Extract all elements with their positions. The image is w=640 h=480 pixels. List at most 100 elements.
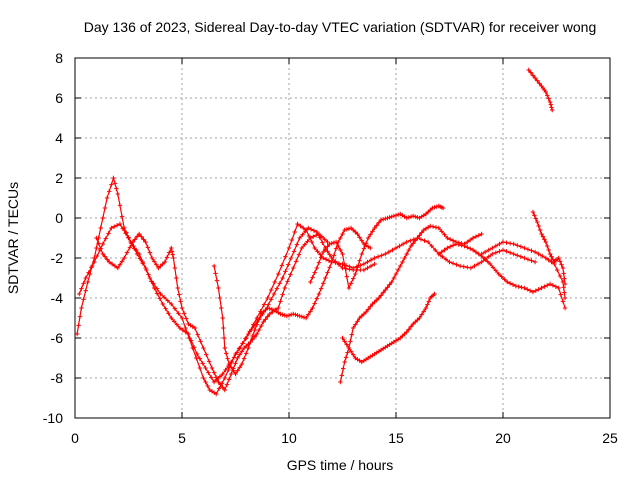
data-point-marker	[333, 239, 339, 245]
data-point-marker	[562, 276, 567, 281]
data-point-marker	[344, 227, 349, 232]
data-point-marker	[365, 265, 370, 271]
data-point-marker	[522, 255, 527, 261]
data-point-marker	[200, 361, 205, 366]
data-point-marker	[465, 239, 470, 245]
data-point-marker	[422, 238, 427, 243]
data-point-marker	[473, 234, 479, 239]
data-point-marker	[308, 279, 313, 285]
data-point-marker	[515, 253, 520, 258]
data-point-marker	[189, 338, 194, 343]
data-point-marker	[246, 331, 251, 337]
x-tick-label: 5	[178, 430, 186, 446]
data-point-marker	[261, 302, 267, 307]
data-point-marker	[149, 255, 155, 261]
data-point-marker	[562, 295, 568, 301]
data-point-marker	[296, 252, 302, 257]
data-point-marker	[529, 258, 534, 263]
data-point-marker	[119, 259, 125, 264]
data-point-marker	[486, 254, 491, 259]
data-point-marker	[417, 233, 422, 238]
data-point-marker	[465, 265, 470, 270]
series-track-7	[340, 291, 437, 365]
data-point-marker	[410, 321, 416, 327]
data-point-marker	[166, 311, 171, 316]
data-point-marker	[448, 237, 453, 242]
data-point-marker	[316, 291, 322, 297]
data-point-marker	[231, 355, 237, 360]
data-point-marker	[443, 257, 449, 262]
data-point-marker	[100, 251, 106, 257]
data-point-marker	[361, 261, 367, 267]
data-point-marker	[277, 281, 282, 286]
data-point-marker	[74, 331, 80, 337]
data-point-marker	[408, 243, 414, 249]
data-point-marker	[174, 275, 179, 281]
data-point-marker	[156, 265, 161, 271]
data-point-marker	[169, 249, 175, 254]
data-point-marker	[183, 329, 188, 335]
data-point-marker	[428, 207, 433, 213]
data-point-marker	[114, 223, 120, 228]
data-point-marker	[342, 263, 347, 268]
data-point-marker	[448, 244, 453, 249]
data-point-marker	[186, 331, 191, 337]
data-point-marker	[402, 331, 407, 337]
data-point-marker	[197, 356, 203, 361]
data-point-marker	[482, 249, 488, 255]
data-point-marker	[316, 260, 322, 265]
data-point-marker	[322, 237, 327, 242]
y-tick-label: 8	[55, 50, 63, 66]
data-point-marker	[518, 254, 524, 259]
data-point-marker	[525, 257, 531, 262]
data-point-marker	[278, 311, 283, 317]
data-point-marker	[408, 238, 413, 243]
y-tick-label: -2	[51, 250, 64, 266]
data-point-marker	[134, 234, 140, 239]
data-point-marker	[372, 299, 377, 305]
data-point-marker	[500, 247, 506, 253]
data-point-marker	[338, 379, 343, 385]
data-point-marker	[297, 235, 302, 241]
data-point-marker	[261, 309, 266, 315]
data-point-marker	[274, 286, 280, 291]
data-point-marker	[325, 239, 330, 245]
data-point-marker	[497, 249, 502, 254]
data-point-marker	[351, 325, 356, 331]
data-point-marker	[343, 355, 349, 360]
data-point-marker	[160, 261, 165, 267]
data-point-marker	[511, 251, 516, 257]
data-point-marker	[380, 290, 386, 295]
data-point-marker	[368, 257, 374, 263]
data-point-marker	[473, 249, 479, 255]
data-point-marker	[220, 315, 225, 321]
y-tick-label: -10	[43, 410, 63, 426]
data-point-marker	[556, 255, 561, 261]
data-point-marker	[317, 235, 322, 240]
data-point-marker	[81, 297, 86, 302]
data-point-marker	[539, 231, 544, 237]
data-point-marker	[546, 247, 551, 253]
data-point-marker	[375, 254, 381, 259]
data-point-marker	[117, 262, 123, 267]
data-point-marker	[311, 228, 317, 233]
y-tick-label: -8	[51, 370, 64, 386]
data-point-marker	[211, 370, 217, 375]
series-track-1	[74, 175, 538, 397]
data-point-marker	[532, 259, 538, 265]
data-point-marker	[365, 259, 370, 265]
data-point-marker	[357, 235, 362, 240]
data-point-marker	[219, 305, 224, 311]
data-point-marker	[263, 317, 268, 322]
data-point-marker	[462, 243, 467, 249]
data-point-marker	[507, 241, 513, 246]
data-point-marker	[421, 309, 427, 314]
x-tick-label: 25	[602, 430, 618, 446]
data-point-marker	[390, 247, 395, 253]
data-point-marker	[197, 365, 203, 371]
data-point-marker	[179, 305, 185, 311]
data-point-marker	[368, 304, 373, 309]
data-point-marker	[298, 223, 303, 229]
data-point-marker	[450, 243, 456, 248]
data-point-marker	[497, 241, 502, 247]
